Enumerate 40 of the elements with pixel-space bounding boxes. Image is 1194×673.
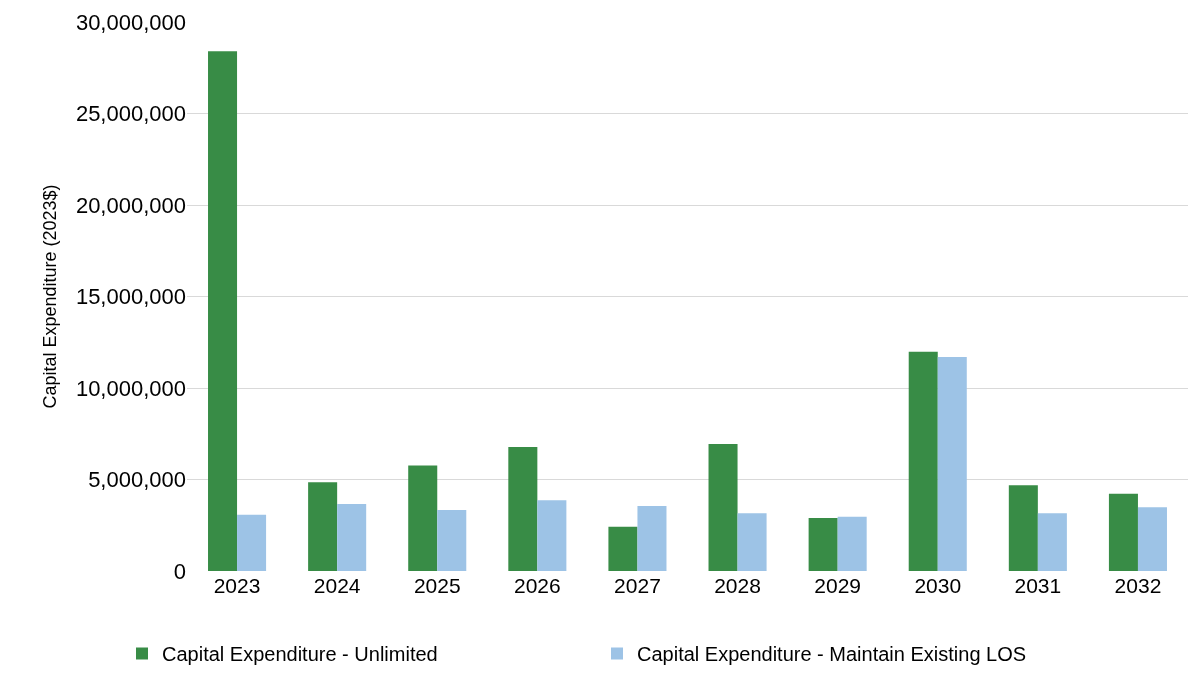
x-tick-label: 2025 (413, 574, 461, 597)
bar (1037, 513, 1067, 571)
x-tick-label: 2023 (213, 574, 261, 597)
x-tick-label: 2028 (714, 574, 761, 597)
x-tick-label: 2031 (1014, 574, 1062, 597)
bar (637, 506, 667, 571)
bar (608, 526, 638, 571)
bar (808, 518, 838, 571)
bar (237, 514, 267, 571)
x-tick-label: 2024 (313, 574, 361, 597)
bar (208, 51, 238, 571)
bar (537, 500, 567, 571)
bar (337, 504, 367, 571)
bar (508, 446, 538, 571)
y-tick-label: 30,000,000 (75, 9, 186, 35)
y-tick-label: 20,000,000 (75, 192, 186, 218)
legend-label: Capital Expenditure - Maintain Existing LOS (637, 643, 1027, 666)
bar (1137, 507, 1167, 571)
bar (937, 356, 967, 571)
x-tick-label: 2030 (914, 574, 962, 597)
y-tick-label: 15,000,000 (75, 284, 186, 310)
bar (308, 482, 338, 571)
bar (1108, 493, 1138, 571)
y-tick-label: 0 (173, 558, 186, 584)
y-axis-title: Capital Expenditure (2023$) (40, 184, 61, 409)
x-tick-label: 2032 (1114, 574, 1162, 597)
bar (908, 351, 938, 571)
y-tick-label: 10,000,000 (75, 375, 186, 401)
y-tick-label: 5,000,000 (88, 467, 186, 493)
bar (437, 510, 467, 571)
x-tick-label: 2027 (614, 574, 661, 597)
bar (737, 513, 767, 571)
legend-label: Capital Expenditure - Unlimited (162, 643, 438, 666)
bar (408, 465, 438, 571)
x-tick-label: 2029 (814, 574, 862, 597)
bar (708, 444, 738, 571)
bar (1008, 485, 1038, 571)
bar (837, 516, 867, 571)
y-tick-label: 25,000,000 (75, 101, 186, 127)
x-tick-label: 2026 (513, 574, 561, 597)
